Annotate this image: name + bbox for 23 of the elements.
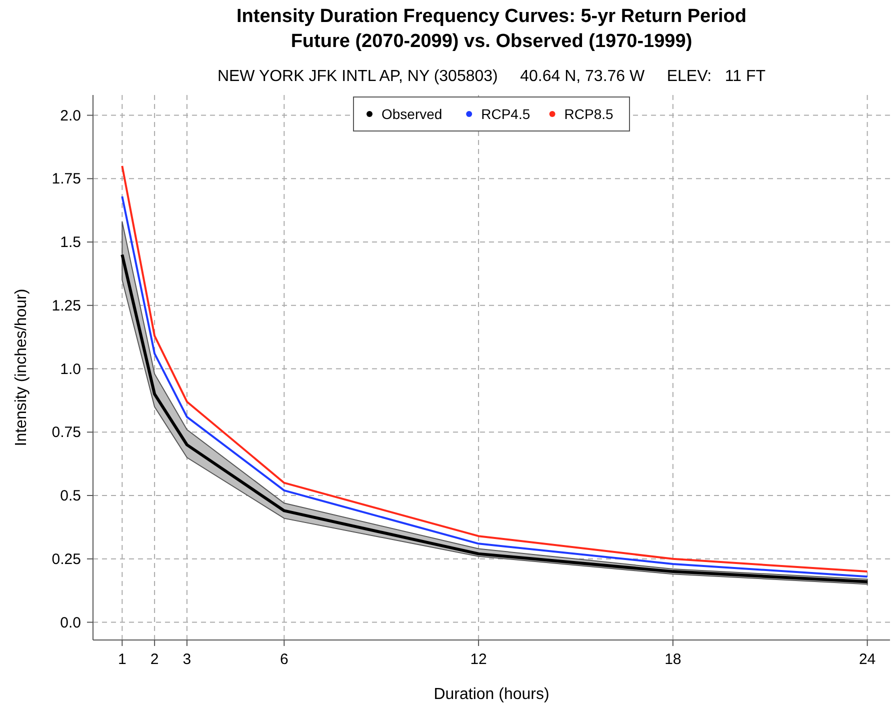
x-axis-title: Duration (hours) [434, 686, 550, 703]
x-tick-label: 2 [150, 651, 159, 668]
legend-label: Observed [382, 106, 442, 122]
y-tick-label: 1.0 [60, 360, 81, 378]
y-tick-label: 1.25 [52, 297, 81, 314]
x-tick-label: 3 [182, 651, 192, 668]
legend-label: RCP8.5 [564, 106, 614, 122]
x-tick-label: 12 [470, 651, 487, 668]
chart-subtitle: NEW YORK JFK INTL AP, NY (305803) 40.64 N, 73.76 W ELEV: 11 FT [217, 68, 766, 85]
y-tick-label: 1.5 [60, 234, 81, 252]
y-tick-label: 0.75 [52, 424, 81, 442]
x-tick-label: 18 [664, 651, 682, 668]
x-tick-label: 6 [280, 651, 288, 668]
y-tick-label: 0.25 [52, 550, 81, 568]
y-axis-title: Intensity (inches/hour) [13, 288, 30, 446]
legend-label: RCP4.5 [481, 106, 530, 122]
x-tick-label: 1 [118, 651, 126, 668]
y-tick-label: 0.5 [60, 488, 81, 505]
y-tick-label: 1.75 [52, 170, 81, 188]
x-tick-label: 24 [858, 651, 876, 668]
chart-title: Intensity Duration Frequency Curves: 5-yr Return Period Future (2070-2099) vs. Observed (1970-1999) [236, 6, 746, 52]
y-tick-label: 0.0 [60, 614, 81, 632]
y-tick-label: 2.0 [60, 107, 81, 124]
